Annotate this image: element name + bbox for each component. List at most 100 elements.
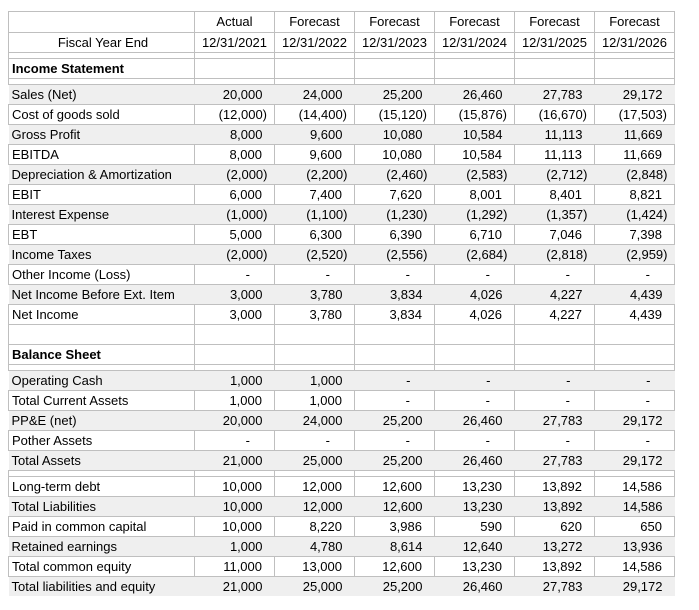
row-label-cell[interactable]: Net Income Before Ext. Item: [8, 284, 195, 305]
value-cell[interactable]: (14,400): [274, 104, 355, 125]
row-label-cell[interactable]: Other Income (Loss): [8, 264, 195, 285]
row-label-cell[interactable]: Depreciation & Amortization: [8, 164, 195, 185]
value-cell[interactable]: 5,000: [194, 224, 275, 245]
value-cell[interactable]: 3,986: [354, 516, 435, 537]
date-cell[interactable]: 12/31/2021: [194, 32, 275, 53]
value-cell[interactable]: -: [594, 264, 675, 285]
value-cell[interactable]: 11,669: [594, 124, 675, 145]
value-cell[interactable]: 7,398: [594, 224, 675, 245]
date-cell[interactable]: 12/31/2024: [434, 32, 515, 53]
empty-cell[interactable]: [594, 58, 675, 79]
value-cell[interactable]: 27,783: [514, 84, 595, 105]
value-cell[interactable]: -: [594, 390, 675, 411]
value-cell[interactable]: 4,439: [594, 284, 675, 305]
value-cell[interactable]: (16,670): [514, 104, 595, 125]
value-cell[interactable]: 8,000: [194, 144, 275, 165]
value-cell[interactable]: -: [354, 390, 435, 411]
date-cell[interactable]: 12/31/2022: [274, 32, 355, 53]
value-cell[interactable]: 8,614: [354, 536, 435, 557]
value-cell[interactable]: (1,357): [514, 204, 595, 225]
value-cell[interactable]: 1,000: [274, 390, 355, 411]
value-cell[interactable]: -: [434, 390, 515, 411]
value-cell[interactable]: 21,000: [194, 450, 275, 471]
value-cell[interactable]: 12,600: [354, 556, 435, 577]
value-cell[interactable]: -: [194, 264, 275, 285]
value-cell[interactable]: (2,200): [274, 164, 355, 185]
row-label-cell[interactable]: Total Liabilities: [8, 496, 195, 517]
value-cell[interactable]: 11,000: [194, 556, 275, 577]
value-cell[interactable]: 10,000: [194, 496, 275, 517]
value-cell[interactable]: 9,600: [274, 124, 355, 145]
value-cell[interactable]: 24,000: [274, 410, 355, 431]
value-cell[interactable]: (2,818): [514, 244, 595, 265]
value-cell[interactable]: 11,113: [514, 144, 595, 165]
value-cell[interactable]: (15,120): [354, 104, 435, 125]
value-cell[interactable]: (2,000): [194, 244, 275, 265]
value-cell[interactable]: 26,460: [434, 410, 515, 431]
column-header-cell[interactable]: Forecast: [514, 11, 595, 33]
column-header-cell[interactable]: Actual: [194, 11, 275, 33]
value-cell[interactable]: (2,959): [594, 244, 675, 265]
fiscal-year-end-label-cell[interactable]: Fiscal Year End: [8, 32, 195, 53]
value-cell[interactable]: 4,026: [434, 284, 515, 305]
value-cell[interactable]: (2,684): [434, 244, 515, 265]
value-cell[interactable]: (2,460): [354, 164, 435, 185]
value-cell[interactable]: (1,100): [274, 204, 355, 225]
value-cell[interactable]: 10,000: [194, 476, 275, 497]
value-cell[interactable]: 3,000: [194, 304, 275, 325]
value-cell[interactable]: 14,586: [594, 476, 675, 497]
empty-cell[interactable]: [594, 364, 675, 371]
value-cell[interactable]: 29,172: [594, 576, 675, 596]
value-cell[interactable]: 13,230: [434, 556, 515, 577]
value-cell[interactable]: 14,586: [594, 556, 675, 577]
value-cell[interactable]: 8,401: [514, 184, 595, 205]
value-cell[interactable]: -: [274, 430, 355, 451]
value-cell[interactable]: 13,936: [594, 536, 675, 557]
row-label-cell[interactable]: Interest Expense: [8, 204, 195, 225]
corner-cell[interactable]: [8, 11, 195, 33]
value-cell[interactable]: 10,584: [434, 124, 515, 145]
row-label-cell[interactable]: Income Taxes: [8, 244, 195, 265]
empty-cell[interactable]: [514, 324, 595, 345]
value-cell[interactable]: -: [514, 370, 595, 391]
value-cell[interactable]: 29,172: [594, 410, 675, 431]
value-cell[interactable]: -: [514, 264, 595, 285]
value-cell[interactable]: 10,000: [194, 516, 275, 537]
empty-cell[interactable]: [434, 324, 515, 345]
value-cell[interactable]: (2,000): [194, 164, 275, 185]
row-label-cell[interactable]: PP&E (net): [8, 410, 195, 431]
empty-cell[interactable]: [434, 58, 515, 79]
value-cell[interactable]: -: [354, 264, 435, 285]
value-cell[interactable]: 4,227: [514, 284, 595, 305]
value-cell[interactable]: 26,460: [434, 450, 515, 471]
value-cell[interactable]: -: [274, 264, 355, 285]
value-cell[interactable]: 14,586: [594, 496, 675, 517]
value-cell[interactable]: 3,834: [354, 284, 435, 305]
value-cell[interactable]: 12,000: [274, 496, 355, 517]
value-cell[interactable]: 29,172: [594, 450, 675, 471]
value-cell[interactable]: 7,046: [514, 224, 595, 245]
value-cell[interactable]: 8,000: [194, 124, 275, 145]
value-cell[interactable]: 10,080: [354, 144, 435, 165]
value-cell[interactable]: 4,227: [514, 304, 595, 325]
value-cell[interactable]: 11,669: [594, 144, 675, 165]
value-cell[interactable]: 12,640: [434, 536, 515, 557]
section-header-cell[interactable]: Balance Sheet: [8, 344, 195, 365]
value-cell[interactable]: 650: [594, 516, 675, 537]
value-cell[interactable]: (17,503): [594, 104, 675, 125]
value-cell[interactable]: 4,439: [594, 304, 675, 325]
value-cell[interactable]: 10,080: [354, 124, 435, 145]
row-label-cell[interactable]: Long-term debt: [8, 476, 195, 497]
empty-cell[interactable]: [594, 78, 675, 85]
value-cell[interactable]: 27,783: [514, 410, 595, 431]
value-cell[interactable]: 25,000: [274, 576, 355, 596]
value-cell[interactable]: 1,000: [194, 536, 275, 557]
value-cell[interactable]: (1,292): [434, 204, 515, 225]
value-cell[interactable]: (12,000): [194, 104, 275, 125]
row-label-cell[interactable]: Paid in common capital: [8, 516, 195, 537]
value-cell[interactable]: 9,600: [274, 144, 355, 165]
row-label-cell[interactable]: Gross Profit: [8, 124, 195, 145]
value-cell[interactable]: 8,001: [434, 184, 515, 205]
value-cell[interactable]: (15,876): [434, 104, 515, 125]
value-cell[interactable]: 1,000: [194, 390, 275, 411]
